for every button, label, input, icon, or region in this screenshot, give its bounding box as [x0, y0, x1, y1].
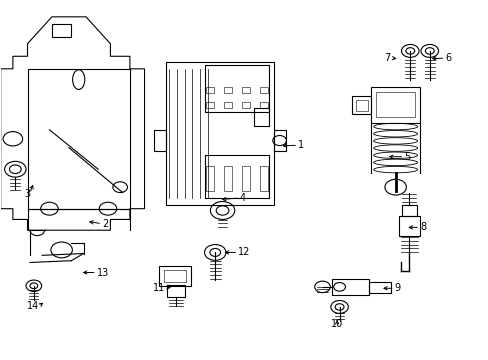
Bar	[355, 100, 367, 111]
Bar	[254, 108, 268, 126]
Text: 11: 11	[153, 283, 165, 293]
Bar	[351, 96, 370, 114]
Bar	[166, 62, 273, 205]
Bar	[163, 270, 185, 282]
Text: 5: 5	[404, 152, 410, 162]
Bar	[260, 87, 267, 93]
Bar	[273, 130, 285, 151]
Bar	[206, 87, 214, 93]
Text: 1: 1	[298, 140, 304, 150]
Text: 7: 7	[384, 53, 390, 63]
Bar	[206, 166, 214, 191]
Bar	[154, 130, 166, 151]
Text: 13: 13	[97, 267, 109, 278]
Bar	[260, 166, 267, 191]
Bar	[167, 285, 184, 297]
Text: 10: 10	[330, 319, 343, 329]
Bar	[242, 102, 249, 108]
Bar	[242, 166, 249, 191]
Text: 4: 4	[239, 193, 245, 203]
Text: 3: 3	[24, 189, 30, 199]
Bar	[375, 92, 414, 117]
Bar	[401, 205, 416, 216]
Text: 14: 14	[26, 301, 39, 311]
Bar	[224, 87, 232, 93]
Bar	[260, 102, 267, 108]
Text: 8: 8	[419, 222, 426, 232]
Bar	[398, 216, 419, 235]
Bar	[331, 279, 368, 295]
Bar	[205, 65, 268, 112]
Bar	[205, 155, 268, 198]
Text: 2: 2	[102, 219, 108, 229]
Text: 9: 9	[394, 283, 400, 293]
Text: 12: 12	[238, 247, 250, 257]
Bar	[224, 166, 232, 191]
Bar	[52, 24, 71, 37]
Bar	[368, 282, 390, 293]
Bar	[206, 102, 214, 108]
Bar	[224, 102, 232, 108]
Bar	[370, 87, 419, 123]
Bar	[27, 69, 130, 209]
Bar	[159, 266, 190, 286]
Text: 6: 6	[445, 53, 450, 63]
Bar	[242, 87, 249, 93]
